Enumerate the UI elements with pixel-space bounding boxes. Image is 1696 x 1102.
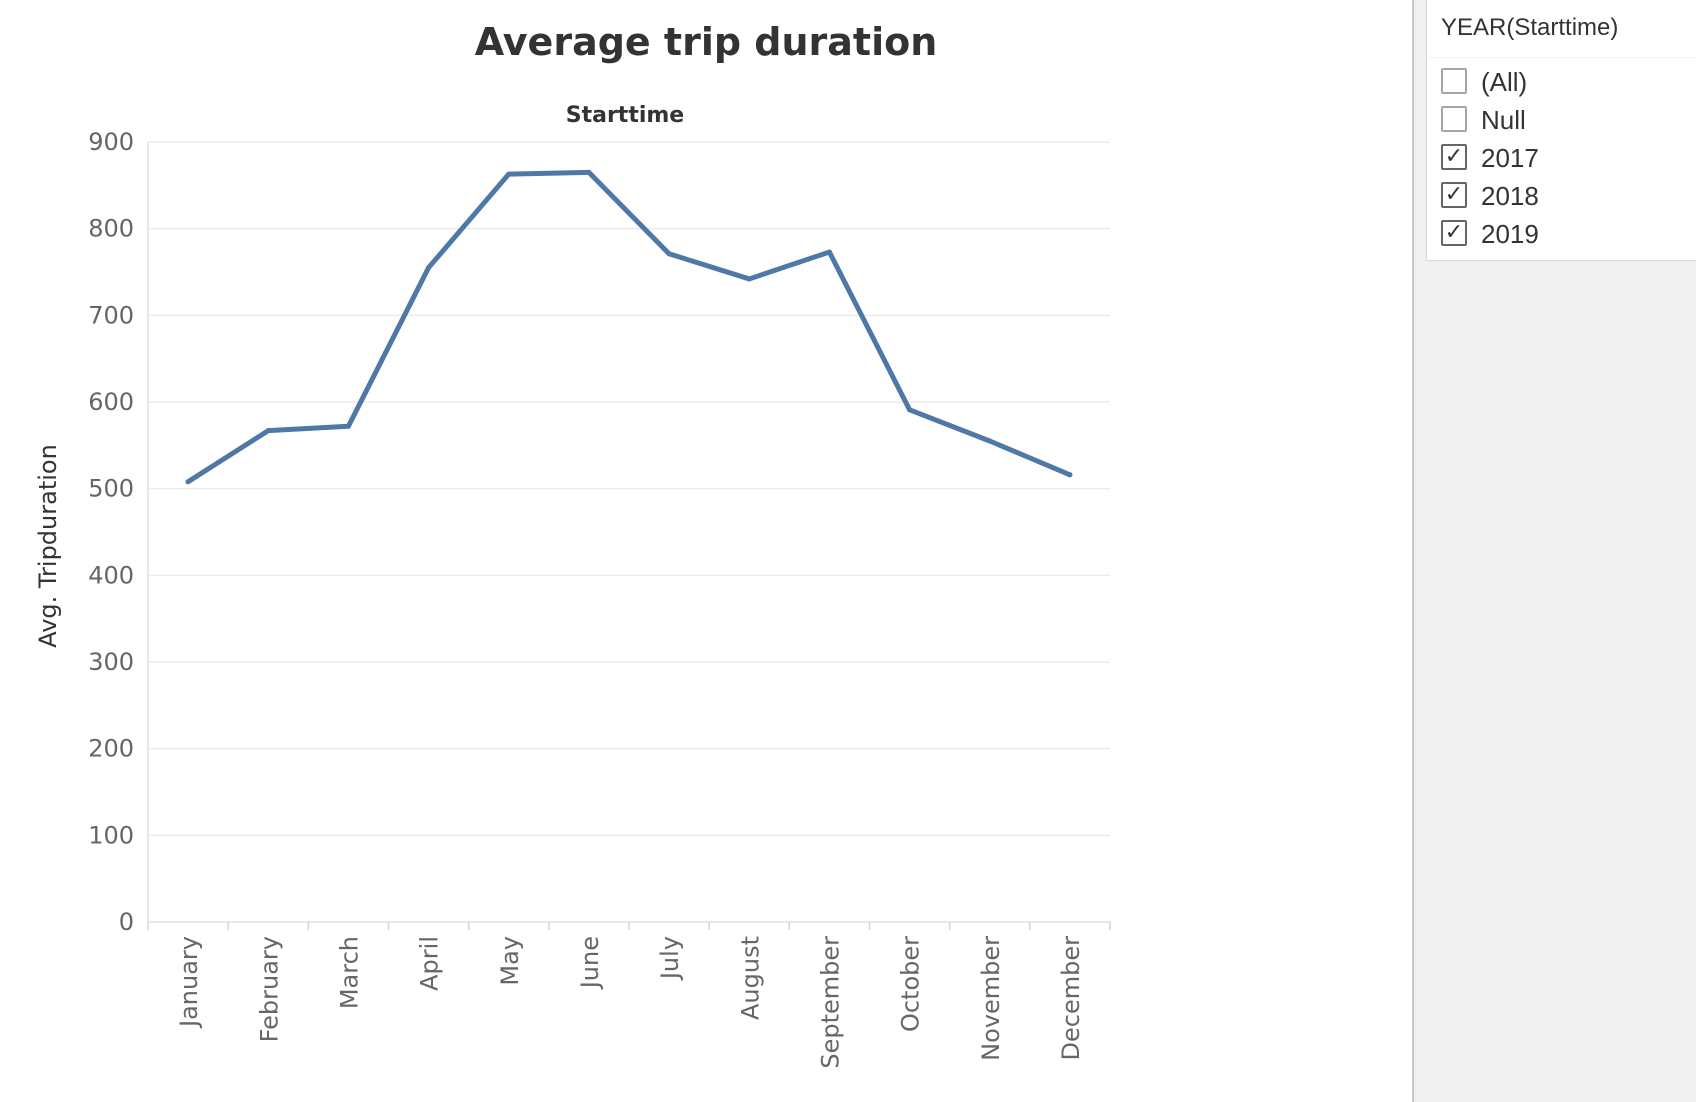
chart-area: Average trip duration 0 100 200 300 400 500 60… xyxy=(34,20,1111,1069)
data-point[interactable] xyxy=(426,265,432,271)
line-chart: 0 100 200 300 400 500 600 700 800 900 January Febr… xyxy=(34,103,1111,1069)
data-point[interactable] xyxy=(345,423,351,429)
filter-title: YEAR(Starttime) xyxy=(1427,0,1696,58)
x-tick-label: November xyxy=(977,936,1005,1061)
y-tick-label: 500 xyxy=(88,475,134,503)
y-tick-label: 600 xyxy=(88,388,134,416)
y-tick-label: 0 xyxy=(119,908,134,936)
x-tick-label: April xyxy=(416,936,444,991)
filter-option-label: 2019 xyxy=(1481,219,1539,249)
data-point[interactable] xyxy=(506,171,512,177)
filter-option-label: (All) xyxy=(1481,67,1528,97)
y-axis-ticks: 0 100 200 300 400 500 600 700 800 900 xyxy=(88,128,134,936)
x-tick-label: August xyxy=(736,936,764,1020)
x-tick-label: January xyxy=(175,936,203,1029)
y-tick-label: 700 xyxy=(88,301,134,329)
filter-option-label: 2018 xyxy=(1481,181,1539,211)
x-tick-label: February xyxy=(255,936,283,1042)
checkbox-icon[interactable] xyxy=(1441,106,1467,132)
x-tick-label: July xyxy=(656,936,684,981)
filter-option-label: 2017 xyxy=(1481,143,1539,173)
x-header-label: Starttime xyxy=(566,103,684,128)
series-group xyxy=(185,169,1073,485)
y-tick-label: 300 xyxy=(88,648,134,676)
data-point[interactable] xyxy=(1067,472,1073,478)
checked-checkbox-icon[interactable]: ✓ xyxy=(1441,144,1467,170)
data-point[interactable] xyxy=(987,438,993,444)
side-panel: YEAR(Starttime) (All) Null ✓ 2017 ✓ 2018 ✓ 2019 xyxy=(1414,0,1696,1102)
checked-checkbox-icon[interactable]: ✓ xyxy=(1441,220,1467,246)
y-tick-label: 400 xyxy=(88,561,134,589)
data-point[interactable] xyxy=(586,169,592,175)
series-line[interactable] xyxy=(185,169,1073,485)
x-tick-label: October xyxy=(897,936,925,1032)
filter-option[interactable]: ✓ 2018 xyxy=(1441,180,1681,212)
x-tick-label: March xyxy=(335,936,363,1009)
y-tick-label: 200 xyxy=(88,735,134,763)
x-axis-ticks: January February March April May June July Augu… xyxy=(175,936,1085,1069)
data-point[interactable] xyxy=(185,479,191,485)
panel-divider xyxy=(1412,0,1414,1102)
filter-option[interactable]: Null xyxy=(1441,104,1681,136)
data-point[interactable] xyxy=(907,407,913,413)
gridlines xyxy=(148,141,1110,837)
x-tick-label: May xyxy=(496,936,524,986)
axes xyxy=(147,142,1111,930)
data-point[interactable] xyxy=(265,428,271,434)
checked-checkbox-icon[interactable]: ✓ xyxy=(1441,182,1467,208)
data-point[interactable] xyxy=(826,249,832,255)
y-axis-title: Avg. Tripduration xyxy=(34,444,62,648)
data-point[interactable] xyxy=(746,276,752,282)
checkbox-icon[interactable] xyxy=(1441,68,1467,94)
filter-option[interactable]: (All) xyxy=(1441,66,1681,98)
filter-option[interactable]: ✓ 2019 xyxy=(1441,218,1681,250)
y-tick-label: 800 xyxy=(88,215,134,243)
chart-title: Average trip duration xyxy=(474,20,938,64)
x-tick-label: June xyxy=(576,936,604,990)
data-point[interactable] xyxy=(666,251,672,257)
filter-option[interactable]: ✓ 2017 xyxy=(1441,142,1681,174)
y-tick-label: 900 xyxy=(88,128,134,156)
y-tick-label: 100 xyxy=(88,821,134,849)
x-tick-label: December xyxy=(1057,936,1085,1061)
filter-option-label: Null xyxy=(1481,105,1526,135)
x-tick-label: September xyxy=(816,936,844,1069)
year-filter-card: YEAR(Starttime) (All) Null ✓ 2017 ✓ 2018 ✓ 2019 xyxy=(1426,0,1696,261)
